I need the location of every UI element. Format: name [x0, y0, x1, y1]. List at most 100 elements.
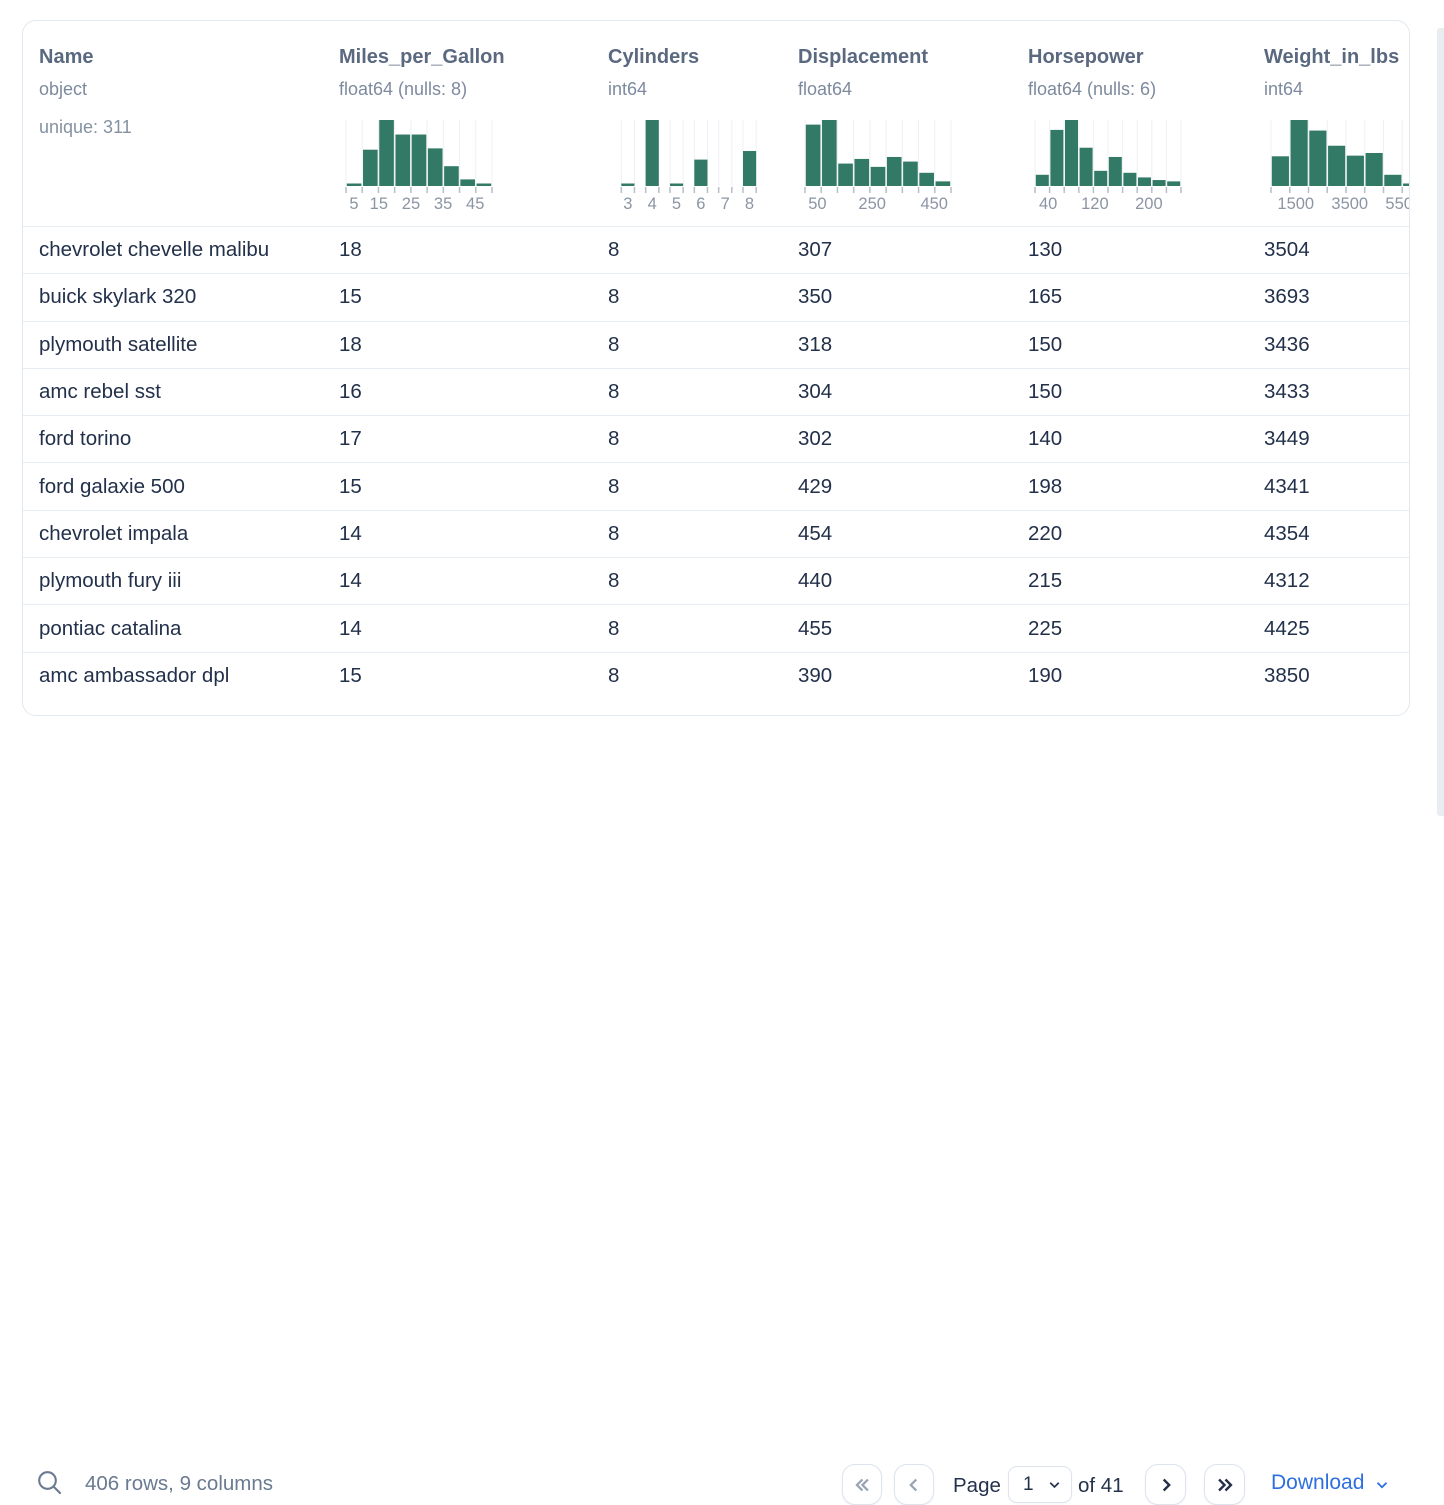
column-type: int64 [608, 79, 648, 99]
column-type: float64 (nulls: 6) [1028, 79, 1157, 99]
table-cell: amc rebel sst [39, 380, 161, 404]
table-cell: 3693 [1264, 285, 1310, 309]
table-cell: 8 [608, 569, 620, 593]
svg-text:200: 200 [1135, 195, 1163, 213]
svg-text:6: 6 [696, 195, 705, 213]
table-cell: 390 [798, 663, 833, 687]
table-cell: 8 [608, 238, 620, 262]
column-name: Cylinders [608, 46, 700, 68]
table-row: plymouth fury iii 14 8 440 215 4312 [23, 557, 1409, 604]
table-cell: 8 [608, 616, 620, 640]
table-cell: 4312 [1264, 569, 1310, 593]
histogram-miles_per_gallon: 5 15 25 35 45 [345, 120, 493, 213]
page-total-label: of 41 [1078, 1474, 1124, 1497]
column-name: Horsepower [1028, 46, 1144, 68]
table-row: amc rebel sst 16 8 304 150 3433 [23, 367, 1409, 415]
table-row: chevrolet impala 14 8 454 220 4354 [23, 509, 1409, 557]
svg-text:8: 8 [745, 195, 754, 213]
svg-text:5500: 5500 [1385, 195, 1410, 213]
table-cell: 440 [798, 569, 833, 593]
table-cell: 8 [608, 285, 620, 309]
column-type: float64 [798, 79, 853, 99]
table-cell: 429 [798, 474, 833, 498]
search-button[interactable] [34, 1468, 66, 1500]
table-cell: 8 [608, 521, 620, 545]
table-cell: plymouth fury iii [39, 569, 182, 593]
table-cell: amc ambassador dpl [39, 663, 230, 687]
histogram-displacement: 50 250 450 [804, 120, 952, 213]
column-type: int64 [1264, 79, 1304, 99]
table-cell: 3504 [1264, 238, 1310, 262]
svg-text:25: 25 [402, 195, 420, 213]
table-body: chevrolet chevelle malibu 18 8 307 130 3504 bu… [23, 226, 1409, 699]
table-cell: 17 [339, 427, 362, 451]
chevron-left-icon [909, 1478, 918, 1491]
column-name: Weight_in_lbs [1264, 46, 1400, 68]
column-unique-count: unique: 311 [39, 117, 132, 137]
prev-page-button[interactable] [894, 1464, 934, 1505]
data-table-card: Name object unique: 311 Miles_per_Gallon flo… [22, 20, 1410, 716]
table-cell: 15 [339, 474, 362, 498]
table-cell: chevrolet chevelle malibu [39, 238, 270, 262]
table-cell: ford torino [39, 427, 132, 451]
svg-text:15: 15 [370, 195, 388, 213]
chevrons-left-icon [855, 1478, 869, 1491]
table-cell: 4425 [1264, 616, 1310, 640]
svg-text:450: 450 [920, 195, 948, 213]
table-cell: 8 [608, 474, 620, 498]
table-cell: 225 [1028, 616, 1063, 640]
table-row: ford torino 17 8 302 140 3449 [23, 415, 1409, 462]
first-page-button[interactable] [842, 1464, 882, 1505]
histogram-horsepower: 40 120 200 [1034, 120, 1182, 213]
chevron-down-icon [1377, 1481, 1388, 1489]
table-cell: 3850 [1264, 663, 1310, 687]
table-cell: 8 [608, 663, 620, 687]
svg-text:4: 4 [648, 195, 657, 213]
column-header-cylinders: Cylinders int64 3 4 5 6 7 8 [608, 45, 798, 213]
page-select-value: 1 [1023, 1473, 1034, 1495]
table-cell: 130 [1028, 238, 1063, 262]
table-cell: 8 [608, 427, 620, 451]
table-cell: 454 [798, 521, 833, 545]
table-cell: chevrolet impala [39, 521, 189, 545]
table-cell: plymouth satellite [39, 332, 198, 356]
chevron-down-icon [1049, 1482, 1059, 1489]
svg-text:1500: 1500 [1277, 195, 1314, 213]
table-cell: 3449 [1264, 427, 1310, 451]
column-name: Displacement [798, 46, 929, 68]
column-header-weight_in_lbs: Weight_in_lbs int64 1500 3500 5500 [1264, 45, 1410, 213]
table-cell: 15 [339, 663, 362, 687]
table-row: ford galaxie 500 15 8 429 198 4341 [23, 462, 1409, 509]
svg-text:250: 250 [858, 195, 886, 213]
table-cell: 18 [339, 238, 362, 262]
table-cell: ford galaxie 500 [39, 474, 185, 498]
next-page-button[interactable] [1145, 1464, 1186, 1505]
column-header-horsepower: Horsepower float64 (nulls: 6) 40 120 200 [1028, 45, 1264, 213]
table-cell: 14 [339, 616, 362, 640]
chevron-right-icon [1162, 1478, 1171, 1491]
table-cell: 14 [339, 521, 362, 545]
chevrons-right-icon [1217, 1478, 1233, 1491]
table-cell: buick skylark 320 [39, 285, 197, 309]
table-cell: 140 [1028, 427, 1063, 451]
column-header-displacement: Displacement float64 50 250 450 [798, 45, 1028, 213]
table-row: amc ambassador dpl 15 8 390 190 3850 [23, 651, 1409, 699]
svg-text:40: 40 [1039, 195, 1057, 213]
table-row: pontiac catalina 14 8 455 225 4425 [23, 604, 1409, 651]
download-button[interactable]: Download [1271, 1471, 1391, 1495]
table-cell: 302 [798, 427, 833, 451]
page-select[interactable]: 1 [1008, 1466, 1072, 1503]
last-page-button[interactable] [1204, 1464, 1245, 1505]
row-count-summary: 406 rows, 9 columns [85, 1472, 274, 1495]
table-cell: 16 [339, 380, 362, 404]
svg-text:3500: 3500 [1331, 195, 1368, 213]
column-type: object [39, 79, 88, 99]
table-cell: 3436 [1264, 332, 1310, 356]
table-cell: 4341 [1264, 474, 1310, 498]
svg-text:35: 35 [434, 195, 452, 213]
table-cell: 198 [1028, 474, 1063, 498]
column-name: Name [39, 46, 94, 68]
table-header-row: Name object unique: 311 Miles_per_Gallon flo… [23, 21, 1409, 226]
table-cell: 14 [339, 569, 362, 593]
table-cell: 190 [1028, 663, 1063, 687]
